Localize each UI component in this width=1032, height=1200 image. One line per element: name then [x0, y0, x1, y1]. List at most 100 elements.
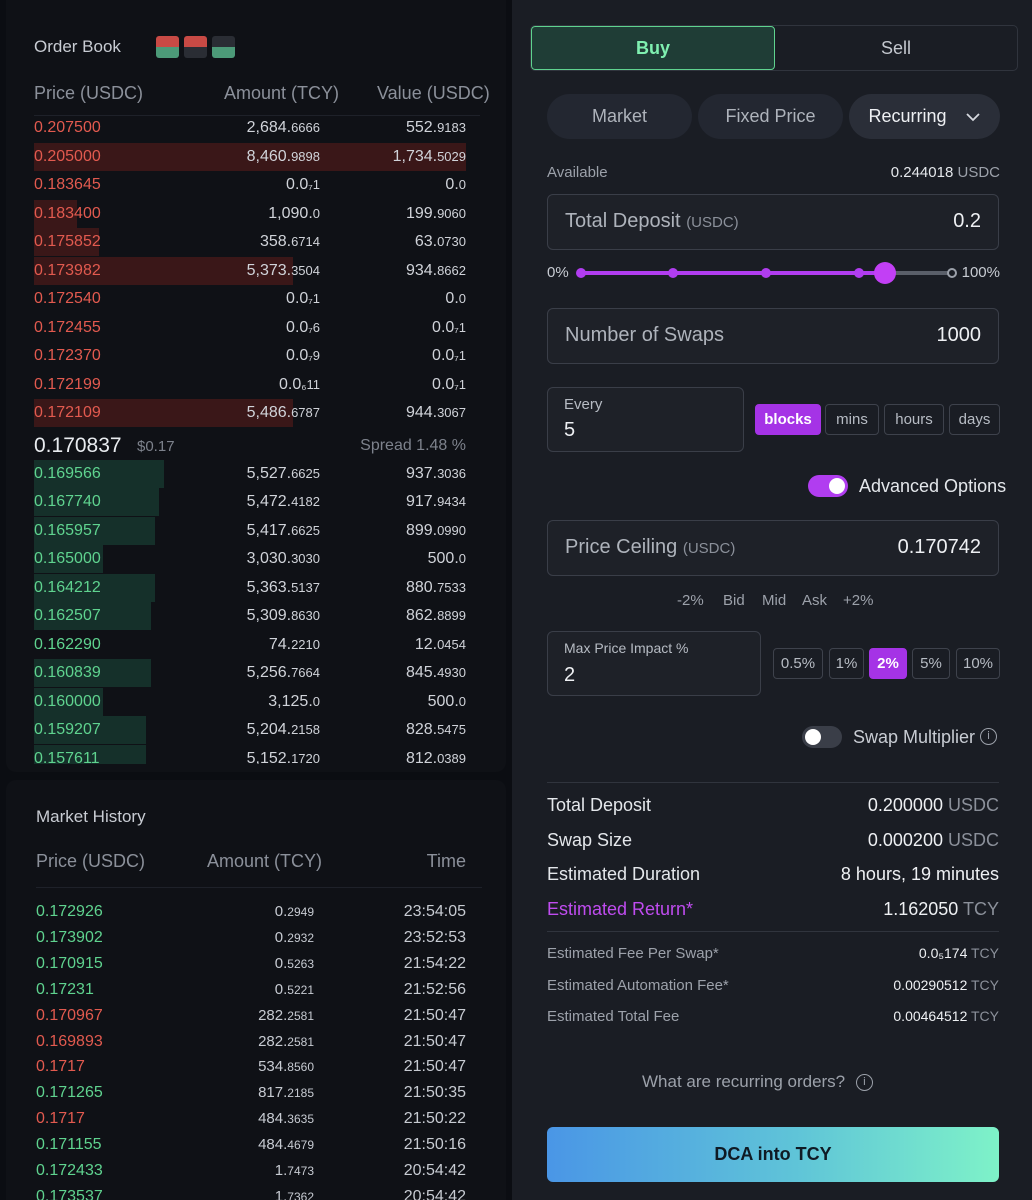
available-label: Available	[547, 164, 608, 181]
bid-row[interactable]: 0.162290 74.2210 12.0454	[6, 631, 506, 659]
every-field[interactable]: Every 5	[547, 387, 744, 452]
order-book-title: Order Book	[34, 37, 121, 56]
slider-step-50[interactable]	[761, 268, 771, 278]
price-mid-button[interactable]: Mid	[762, 592, 787, 609]
depth-bar	[34, 602, 151, 630]
summary-value-unit: USDC	[947, 795, 999, 815]
every-input[interactable]: 5	[564, 419, 576, 441]
interval-blocks-button[interactable]: blocks	[755, 404, 821, 435]
bid-row[interactable]: 0.159207 5,204.2158 828.5475	[6, 716, 506, 744]
impact-1-button[interactable]: 1%	[829, 648, 864, 679]
row-amount: 5,472.4182	[247, 493, 320, 511]
row-value-fraction: 8662	[437, 262, 466, 278]
view-bids-icon[interactable]	[212, 36, 235, 58]
row-value-main: 917.	[405, 493, 438, 510]
dca-submit-button[interactable]: DCA into TCY	[547, 1127, 999, 1182]
view-both-icon[interactable]	[156, 36, 179, 58]
ask-row[interactable]: 0.172199 0.0₆11 0.0₇1	[6, 371, 506, 399]
row-amount-main: 5,204.	[246, 721, 292, 738]
bid-row[interactable]: 0.165957 5,417.6625 899.0990	[6, 516, 506, 545]
row-amount-main: 5,309.	[246, 607, 292, 624]
buy-tab[interactable]: Buy	[531, 26, 775, 70]
available-balance: 0.244018 USDC	[891, 164, 1000, 181]
ask-row[interactable]: 0.173982 5,373.3504 934.8662	[6, 256, 506, 285]
swap-multiplier-toggle[interactable]	[802, 726, 842, 748]
history-time: 23:54:05	[403, 903, 466, 920]
fee-key: Estimated Total Fee	[547, 1008, 680, 1025]
ask-row[interactable]: 0.175852 358.6714 63.0730	[6, 228, 506, 256]
mh-divider	[36, 887, 482, 888]
slider-step-0[interactable]	[576, 268, 586, 278]
ask-row[interactable]: 0.207500 2,684.6666 552.9183	[6, 118, 506, 142]
ob-header-amount: Amount (TCY)	[224, 83, 340, 103]
bid-row[interactable]: 0.160839 5,256.7664 845.4930	[6, 659, 506, 687]
row-amount-fraction: 4182	[291, 494, 320, 509]
max-price-impact-field[interactable]: Max Price Impact % 2	[547, 631, 761, 696]
row-amount-main: 5,256.	[246, 664, 292, 681]
ask-row[interactable]: 0.172109 5,486.6787 944.3067	[6, 399, 506, 427]
price-ceiling-field[interactable]: Price Ceiling (USDC) 0.170742	[547, 520, 999, 576]
price-ceiling-unit: (USDC)	[682, 540, 736, 557]
history-amount-main: 484.	[258, 1136, 288, 1154]
info-icon[interactable]: i	[980, 728, 997, 745]
price-plus-2-button[interactable]: +2%	[843, 592, 874, 609]
bid-row[interactable]: 0.164212 5,363.5137 880.7533	[6, 573, 506, 602]
row-price: 0.172109	[34, 404, 101, 421]
slider-step-100[interactable]	[947, 268, 957, 278]
fee-value-unit: TCY	[971, 945, 999, 961]
ask-row[interactable]: 0.172455 0.0₇6 0.0₇1	[6, 314, 506, 342]
bid-row[interactable]: 0.167740 5,472.4182 917.9434	[6, 488, 506, 516]
order-type-fixed-price[interactable]: Fixed Price	[698, 94, 843, 139]
order-type-recurring[interactable]: Recurring	[849, 94, 1000, 139]
bid-row[interactable]: 0.162507 5,309.8630 862.8899	[6, 602, 506, 630]
bid-row[interactable]: 0.160000 3,125.0 500.0	[6, 687, 506, 716]
price-bid-button[interactable]: Bid	[723, 592, 745, 609]
interval-mins-button[interactable]: mins	[825, 404, 879, 435]
recurring-help-link[interactable]: What are recurring orders? i	[642, 1072, 873, 1092]
slider-handle[interactable]	[874, 262, 897, 284]
price-ask-button[interactable]: Ask	[802, 592, 828, 609]
row-value: 880.7533	[406, 579, 466, 597]
bid-row[interactable]: 0.169566 5,527.6625 937.3036	[6, 459, 506, 488]
total-deposit-field[interactable]: Total Deposit (USDC) 0.2	[547, 194, 999, 250]
interval-hours-button[interactable]: hours	[884, 404, 944, 435]
slider-step-25[interactable]	[668, 268, 678, 278]
deposit-slider[interactable]	[576, 262, 957, 284]
row-price: 0.162290	[34, 635, 101, 653]
ask-row[interactable]: 0.205000 8,460.9898 1,734.5029	[6, 142, 506, 171]
order-type-market[interactable]: Market	[547, 94, 692, 139]
impact-0-5-button[interactable]: 0.5%	[773, 648, 823, 679]
total-deposit-input[interactable]: 0.2	[953, 210, 981, 232]
fee-key: Estimated Fee Per Swap*	[547, 945, 719, 962]
impact-5-button[interactable]: 5%	[912, 648, 950, 679]
slider-step-75[interactable]	[854, 268, 864, 278]
history-row: 0.171155 484.4679 21:50:16	[6, 1133, 506, 1159]
ask-row[interactable]: 0.183400 1,090.0 199.9060	[6, 199, 506, 228]
history-amount: 817.2185	[258, 1084, 314, 1101]
number-of-swaps-field[interactable]: Number of Swaps 1000	[547, 308, 999, 364]
history-amount-main: 0.	[274, 928, 288, 946]
depth-bar	[34, 228, 99, 256]
row-amount: 5,152.1720	[247, 750, 320, 765]
history-time: 20:54:42	[403, 1187, 466, 1200]
price-ceiling-input[interactable]: 0.170742	[897, 536, 981, 558]
bid-row[interactable]: 0.165000 3,030.3030 500.0	[6, 545, 506, 573]
slider-fill	[580, 271, 886, 275]
impact-10-button[interactable]: 10%	[956, 648, 1000, 679]
ask-row[interactable]: 0.183645 0.0₇1 0.0	[6, 171, 506, 199]
ask-row[interactable]: 0.172540 0.0₇1 0.0	[6, 285, 506, 313]
number-of-swaps-input[interactable]: 1000	[936, 324, 982, 346]
price-minus-2-button[interactable]: -2%	[677, 592, 704, 609]
row-value-fraction: 3036	[437, 465, 466, 481]
interval-days-button[interactable]: days	[949, 404, 1000, 435]
view-asks-icon[interactable]	[184, 36, 207, 58]
impact-2-button[interactable]: 2%	[869, 648, 907, 679]
sell-tab[interactable]: Sell	[880, 37, 911, 58]
fee-value-number: 0.0₅174	[918, 945, 968, 961]
history-price: 0.171265	[36, 1084, 103, 1102]
ask-row[interactable]: 0.172370 0.0₇9 0.0₇1	[6, 342, 506, 370]
max-price-impact-input[interactable]: 2	[564, 664, 576, 686]
row-value-main: 500.	[427, 692, 459, 710]
bid-row[interactable]: 0.157611 5,152.1720 812.0389	[6, 744, 506, 765]
advanced-options-toggle[interactable]	[808, 475, 848, 497]
